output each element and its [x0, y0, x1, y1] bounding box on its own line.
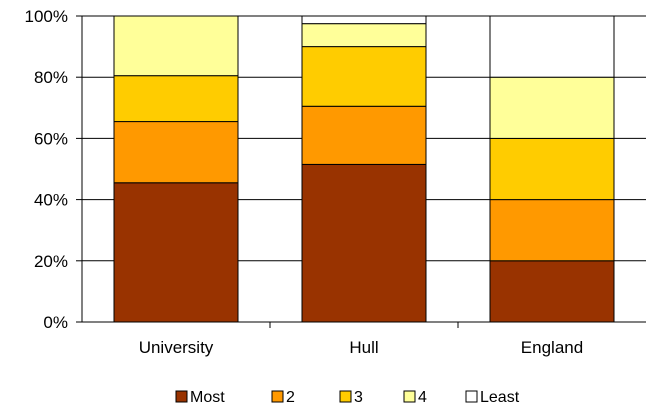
axes: 0% 20% 40% 60% 80% 100% University Hull England: [25, 7, 646, 357]
legend-swatch: [175, 390, 188, 403]
legend: Most 2 3 4 Least: [175, 389, 520, 406]
bar-segment: [301, 105, 427, 165]
legend-label: 3: [354, 389, 363, 406]
y-tick-label: 60%: [34, 129, 68, 148]
bar-segment: [489, 260, 615, 323]
y-tick-label: 20%: [34, 252, 68, 271]
bar-segment: [489, 137, 615, 201]
bar-segment: [301, 15, 427, 25]
bar-segment: [489, 15, 615, 78]
y-tick-label: 0%: [43, 313, 68, 332]
y-tick-label: 80%: [34, 68, 68, 87]
y-tick-label: 40%: [34, 191, 68, 210]
y-tick-label: 100%: [25, 7, 68, 26]
legend-label: Most: [190, 389, 225, 406]
bar-segment: [489, 76, 615, 139]
bar-segment: [113, 15, 239, 77]
bar-segment: [301, 46, 427, 107]
bar-segment: [301, 23, 427, 48]
bar-segment: [113, 75, 239, 123]
x-category-label: Hull: [349, 338, 378, 357]
legend-swatch: [465, 390, 478, 403]
bar-segment: [113, 121, 239, 184]
legend-label: Least: [480, 389, 520, 406]
x-category-label: University: [139, 338, 214, 357]
x-category-label: England: [521, 338, 583, 357]
bars: [113, 15, 615, 323]
bar-segment: [301, 163, 427, 323]
legend-swatch: [271, 390, 284, 403]
legend-swatch: [339, 390, 352, 403]
bar-segment: [113, 182, 239, 323]
bar-segment: [489, 199, 615, 262]
legend-label: 2: [286, 389, 295, 406]
legend-swatch: [403, 390, 416, 403]
legend-label: 4: [418, 389, 427, 406]
